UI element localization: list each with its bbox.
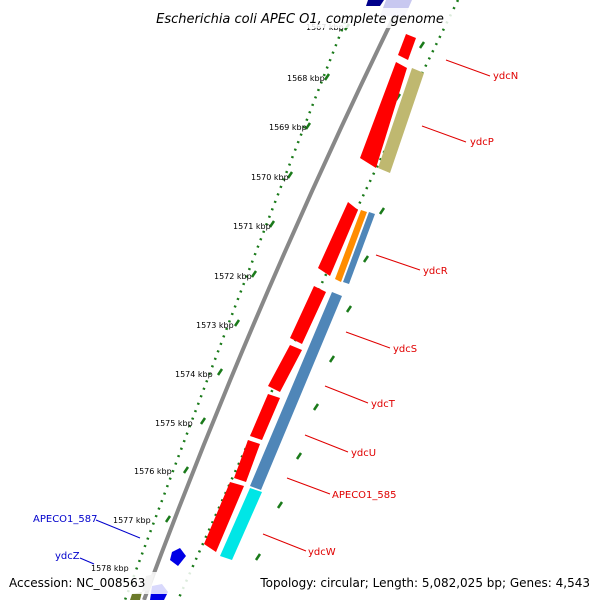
gene-feature-blue-small[interactable] bbox=[170, 548, 186, 566]
tick-mark bbox=[254, 553, 262, 561]
tick-mark bbox=[250, 270, 258, 278]
gene-label-ydcW[interactable]: ydcW bbox=[308, 547, 336, 558]
tick-mark bbox=[182, 466, 190, 474]
gene-feature-APECO1_585[interactable] bbox=[234, 440, 260, 482]
gene-label-ydcZ[interactable]: ydcZ bbox=[55, 551, 80, 562]
gc-track-inner bbox=[123, 21, 347, 600]
tick-mark bbox=[312, 403, 320, 411]
gene-feature-ydcS[interactable] bbox=[290, 286, 326, 344]
gene-feature-ydcN[interactable] bbox=[398, 34, 416, 60]
map-title: Escherichia coli APEC O1, complete genom… bbox=[156, 12, 444, 27]
accession-text: Accession: NC_008563 bbox=[9, 576, 145, 590]
gene-feature-ydcR-forward[interactable] bbox=[318, 202, 358, 276]
gene-feature-ydcU[interactable] bbox=[250, 394, 280, 440]
tick-mark bbox=[378, 207, 386, 215]
title-backdrop bbox=[146, 8, 452, 28]
gene-feature-top-blue[interactable] bbox=[366, 0, 384, 6]
tick-mark bbox=[362, 255, 370, 263]
gene-feature-ydcW[interactable] bbox=[204, 482, 244, 552]
tick-label: 1569 kbp bbox=[269, 123, 307, 132]
tick-mark bbox=[323, 73, 331, 81]
gene-label-APECO1_585[interactable]: APECO1_585 bbox=[332, 490, 397, 501]
leader-line-APECO1_585 bbox=[286, 477, 331, 495]
tick-mark bbox=[164, 515, 172, 523]
gene-feature-ydcP-olive[interactable] bbox=[378, 68, 424, 173]
tick-label: 1571 kbp bbox=[233, 222, 271, 231]
tick-label: 1576 kbp bbox=[134, 467, 172, 476]
tick-mark bbox=[286, 171, 294, 179]
gc-track-outer bbox=[176, 0, 460, 600]
tick-label: 1570 kbp bbox=[251, 173, 289, 182]
tick-label: 1573 kbp bbox=[196, 321, 234, 330]
gene-label-ydcR[interactable]: ydcR bbox=[423, 266, 448, 277]
leader-line-ydcZ bbox=[79, 557, 95, 565]
tick-label: 1577 kbp bbox=[113, 516, 151, 525]
leader-line-ydcP bbox=[421, 125, 467, 143]
gene-label-ydcT[interactable]: ydcT bbox=[371, 399, 396, 410]
gene-feature-ydcP-forward[interactable] bbox=[360, 62, 407, 168]
gene-label-APECO1_587[interactable]: APECO1_587 bbox=[33, 514, 98, 525]
genome-backbone bbox=[142, 0, 404, 600]
tick-mark bbox=[199, 417, 207, 425]
gene-feature-ydcR-steel[interactable] bbox=[343, 212, 375, 284]
leader-line-ydcT bbox=[324, 385, 369, 404]
footer-backdrop bbox=[0, 572, 600, 594]
gene-feature-ydcR-orange[interactable] bbox=[335, 210, 367, 282]
leader-line-ydcN bbox=[445, 59, 491, 77]
tick-label: 1572 kbp bbox=[214, 272, 252, 281]
tick-label: 1575 kbp bbox=[155, 419, 193, 428]
tick-label: 1574 kbp bbox=[175, 370, 213, 379]
leader-line-ydcR bbox=[375, 254, 421, 271]
tick-label: 1578 kbp bbox=[91, 564, 129, 573]
tick-mark bbox=[233, 319, 241, 327]
tick-mark bbox=[268, 220, 276, 228]
leader-line-ydcU bbox=[304, 434, 349, 453]
leader-line-APECO1_587 bbox=[95, 519, 141, 539]
leader-line-ydcW bbox=[262, 533, 307, 552]
gene-label-ydcN[interactable]: ydcN bbox=[493, 71, 518, 82]
tick-mark bbox=[216, 368, 224, 376]
gene-label-ydcS[interactable]: ydcS bbox=[393, 344, 417, 355]
topology-text: Topology: circular; Length: 5,082,025 bp… bbox=[259, 576, 590, 590]
tick-mark bbox=[304, 122, 312, 130]
tick-mark bbox=[328, 355, 336, 363]
tick-label: 1568 kbp bbox=[287, 74, 325, 83]
tick-mark bbox=[276, 501, 284, 509]
tick-mark bbox=[418, 41, 426, 49]
tick-mark bbox=[295, 452, 303, 460]
gene-feature-ydcW-cyan[interactable] bbox=[220, 488, 262, 560]
gene-label-ydcP[interactable]: ydcP bbox=[470, 137, 494, 148]
gene-feature-ydcT[interactable] bbox=[268, 345, 302, 392]
gene-label-ydcU[interactable]: ydcU bbox=[351, 448, 376, 459]
tick-mark bbox=[345, 305, 353, 313]
gene-feature-reverse-long[interactable] bbox=[250, 292, 342, 490]
leader-line-ydcS bbox=[345, 331, 391, 349]
